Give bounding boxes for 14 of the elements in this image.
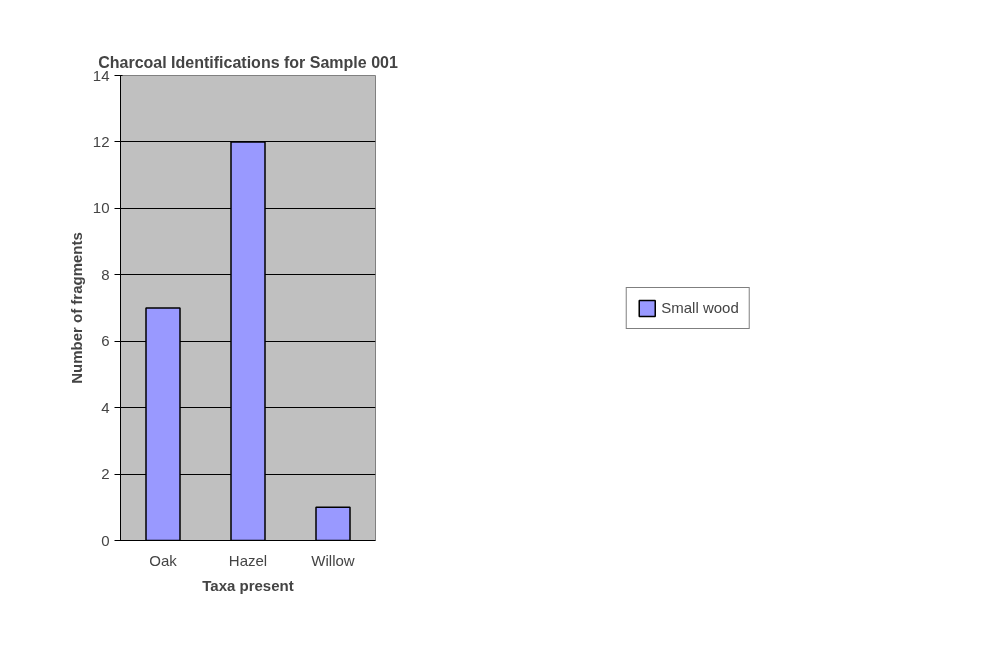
y-tick-label: 12 <box>92 132 110 150</box>
x-tick-label: Oak <box>149 551 178 569</box>
y-tick-label: 2 <box>101 465 110 483</box>
y-tick-label: 0 <box>101 531 110 549</box>
legend-label: Small wood <box>661 299 739 316</box>
y-tick-label: 8 <box>101 265 110 283</box>
x-axis-title: Taxa present <box>202 576 294 594</box>
y-tick-label: 10 <box>92 199 110 217</box>
x-tick-label: Hazel <box>228 551 268 569</box>
chart-title: Charcoal Identifications for Sample 001 <box>98 53 398 71</box>
y-tick-label: 4 <box>101 398 110 416</box>
y-axis-title: Number of fragments <box>67 232 85 384</box>
y-tick-label: 6 <box>101 332 110 350</box>
x-tick-label: Willow <box>311 551 355 569</box>
